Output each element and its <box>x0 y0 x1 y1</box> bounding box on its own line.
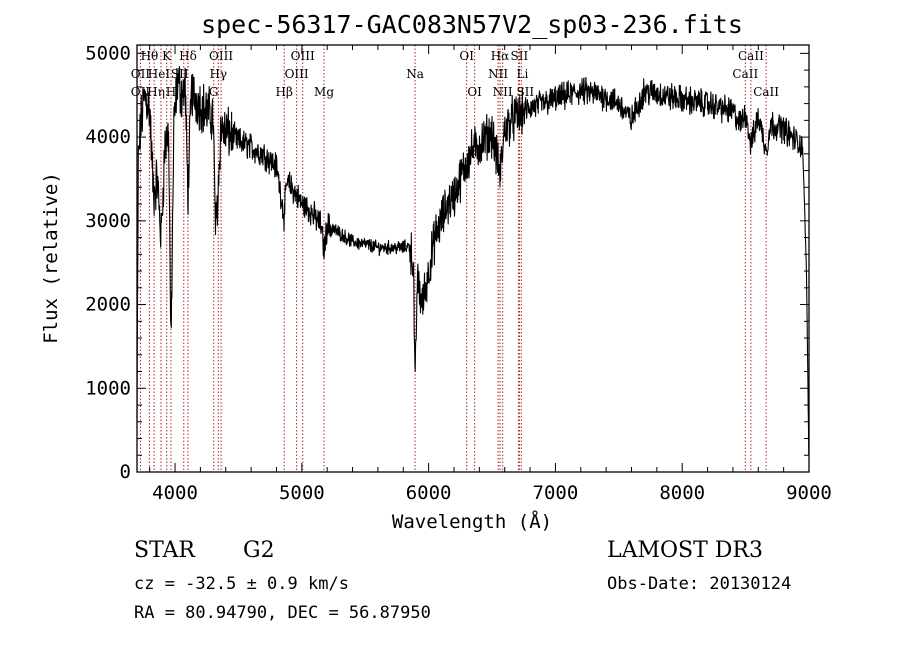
line-marker-label: HeI <box>148 67 171 81</box>
object-class: STAR <box>134 538 195 563</box>
line-marker-label: Hδ <box>179 49 197 63</box>
line-marker-label: OI <box>467 85 482 99</box>
x-tick-label: 6000 <box>406 482 452 504</box>
line-marker-label: OIII <box>285 67 309 81</box>
y-axis-label: Flux (relative) <box>40 172 62 344</box>
y-tick-label: 3000 <box>85 210 131 232</box>
line-marker-label: SII <box>516 85 534 99</box>
line-marker-label: CaII <box>732 67 758 81</box>
line-marker-label: H <box>166 85 176 99</box>
line-marker-label: OIII <box>291 49 315 63</box>
line-marker-label: Hγ <box>209 67 227 81</box>
y-axis: 0 1000 2000 3000 4000 5000 <box>85 42 809 483</box>
x-tick-label: 7000 <box>533 482 579 504</box>
line-marker-label: G <box>209 85 219 99</box>
line-marker-label: Hη <box>147 85 165 99</box>
line-marker-label: K <box>162 49 172 63</box>
line-marker-label: Mg <box>314 85 334 99</box>
redshift-readout: cz = -32.5 ± 0.9 km/s <box>134 574 349 594</box>
x-tick-label: 5000 <box>279 482 325 504</box>
line-marker-label: Na <box>406 67 424 81</box>
x-tick-label: 9000 <box>786 482 832 504</box>
observation-date: Obs-Date: 20130124 <box>607 574 792 594</box>
line-marker-label: OIII <box>209 49 233 63</box>
line-marker-label: NII <box>493 85 513 99</box>
line-marker-label: OI <box>459 49 474 63</box>
y-tick-label: 1000 <box>85 377 131 399</box>
x-axis-label: Wavelength (Å) <box>392 510 552 533</box>
line-markers <box>139 45 767 472</box>
line-marker-label: CaII <box>738 49 764 63</box>
line-marker-label: Hα <box>491 49 510 63</box>
spectrum-line <box>136 65 810 456</box>
sky-coordinates: RA = 80.94790, DEC = 56.87950 <box>134 603 431 623</box>
line-marker-label: Hβ <box>276 85 293 99</box>
y-tick-label: 5000 <box>85 42 131 64</box>
line-marker-label: CaII <box>753 85 779 99</box>
y-tick-label: 2000 <box>85 294 131 316</box>
x-tick-label: 8000 <box>659 482 705 504</box>
line-marker-label: SII <box>511 49 529 63</box>
y-tick-label: 4000 <box>85 126 131 148</box>
line-marker-label: Hθ <box>141 49 159 63</box>
line-marker-label: Li <box>516 67 528 81</box>
x-axis: 4000 5000 6000 7000 8000 9000 <box>149 45 832 504</box>
object-subclass: G2 <box>243 538 275 563</box>
plot-frame <box>136 44 810 473</box>
y-tick-label: 0 <box>120 461 131 483</box>
line-marker-label: OII <box>131 67 151 81</box>
survey-release: LAMOST DR3 <box>607 538 763 563</box>
x-tick-label: 4000 <box>152 482 198 504</box>
line-marker-label: NII <box>488 67 508 81</box>
chart-title: spec-56317-GAC083N57V2_sp03-236.fits <box>201 10 743 39</box>
